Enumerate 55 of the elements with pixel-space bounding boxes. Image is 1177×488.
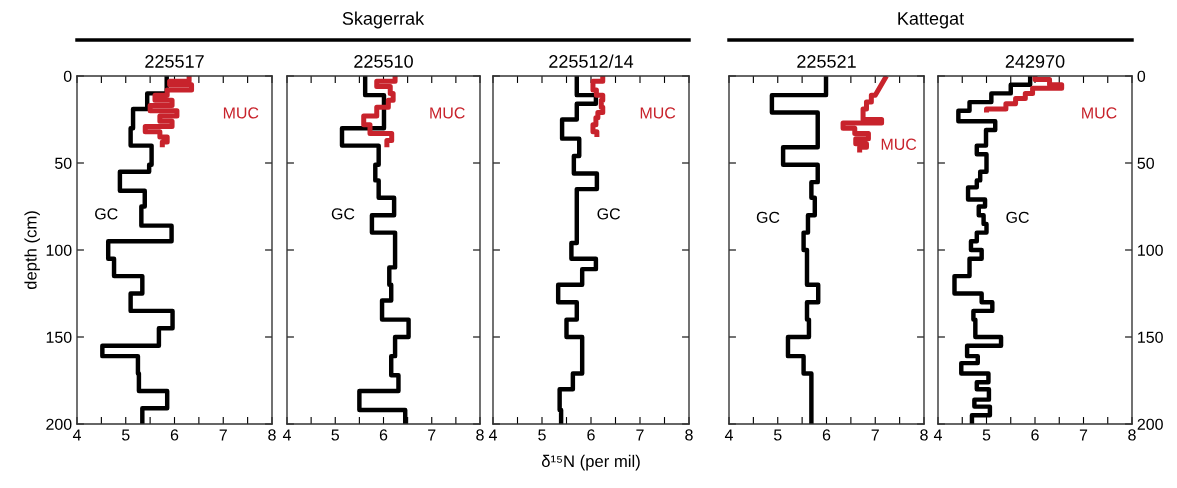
series-label: GC xyxy=(756,211,780,223)
text: MUC xyxy=(430,107,465,119)
series-label: GC xyxy=(1006,211,1029,223)
y-tick-label: 0 xyxy=(1137,70,1146,82)
chart-title: 225510 xyxy=(354,55,413,68)
x-tick-label: 6 xyxy=(1031,429,1039,441)
x-tick-label: 4 xyxy=(933,429,942,441)
x-tick-label: 8 xyxy=(476,429,484,441)
x-tick-label: 5 xyxy=(982,429,991,441)
series-label: GC xyxy=(331,208,355,220)
chart-title: 225521 xyxy=(797,55,856,68)
x-tick-label: 7 xyxy=(636,429,644,441)
x-tick-label: 8 xyxy=(268,429,276,441)
line-series xyxy=(952,76,1033,424)
series-label: GC xyxy=(597,208,621,220)
y-axis-title: depth (cm) xyxy=(24,211,40,290)
x-tick-label: 6 xyxy=(822,429,831,441)
x-tick-label: 7 xyxy=(1079,429,1088,441)
x-tick-label: 6 xyxy=(587,429,595,441)
y-tick-label: 0 xyxy=(63,70,72,82)
y-tick-label: 100 xyxy=(1138,244,1163,256)
x-tick-label: 5 xyxy=(773,429,782,441)
y-tick-label: 150 xyxy=(1138,331,1163,343)
x-tick-label: 6 xyxy=(170,429,179,441)
x-tick-label: 4 xyxy=(488,429,497,441)
x-tick-label: 7 xyxy=(219,429,227,441)
series-label: GC xyxy=(95,208,118,220)
x-tick-label: 6 xyxy=(379,429,388,441)
x-axis-title: δ¹⁵N (per mil) xyxy=(541,454,640,471)
chart-title: 242970 xyxy=(1005,55,1065,68)
y-tick-label: 200 xyxy=(1137,418,1163,430)
x-tick-label: 7 xyxy=(428,429,436,441)
y-tick-label: 150 xyxy=(46,331,72,343)
x-tick-label: 5 xyxy=(538,429,546,441)
x-tick-label: 4 xyxy=(72,429,81,441)
chart-title: 225517 xyxy=(145,55,204,68)
y-tick-label: 100 xyxy=(46,244,72,256)
x-tick-label: 4 xyxy=(724,429,733,441)
text: Kattegat xyxy=(898,12,964,29)
y-tick-label: 50 xyxy=(55,157,72,169)
text: Skagerrak xyxy=(342,11,425,29)
x-tick-label: 5 xyxy=(121,429,130,441)
x-tick-label: 8 xyxy=(685,429,693,441)
x-tick-label: 5 xyxy=(331,429,340,441)
x-tick-label: 4 xyxy=(282,429,291,441)
y-tick-label: 200 xyxy=(46,418,72,430)
series-label: MUC xyxy=(881,138,917,150)
chart-title: 225512/14 xyxy=(549,54,634,68)
x-tick-label: 8 xyxy=(1128,429,1136,441)
x-tick-label: 7 xyxy=(871,429,879,441)
y-tick-label: 50 xyxy=(1137,157,1154,169)
x-tick-label: 8 xyxy=(920,429,928,441)
text: MUC xyxy=(640,107,676,119)
text: MUC xyxy=(223,107,259,119)
series-label: MUC xyxy=(1082,107,1117,119)
